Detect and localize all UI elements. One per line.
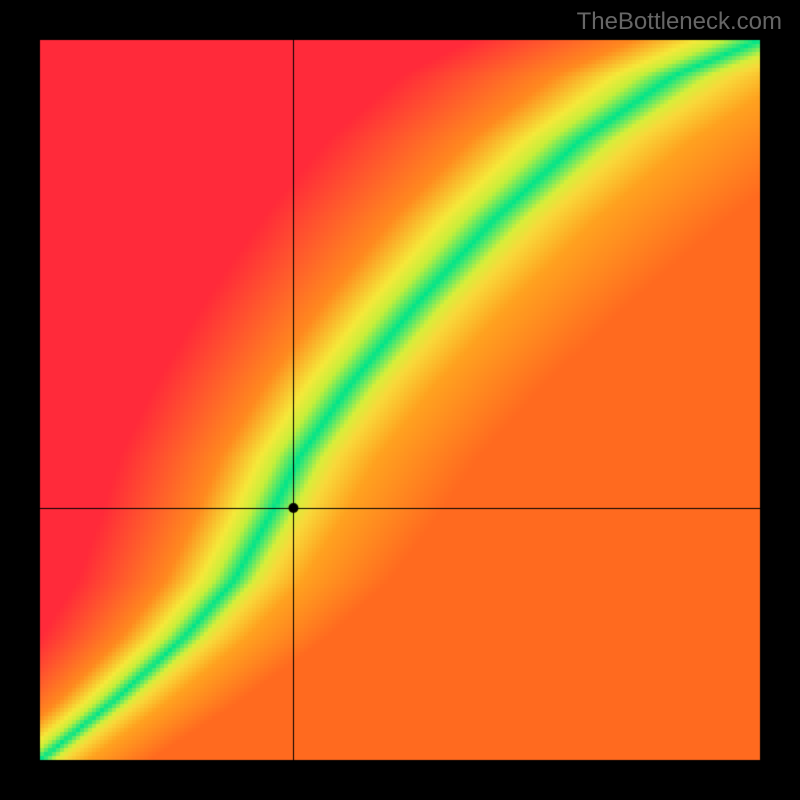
source-watermark: TheBottleneck.com xyxy=(577,8,782,36)
bottleneck-heatmap xyxy=(0,0,800,800)
